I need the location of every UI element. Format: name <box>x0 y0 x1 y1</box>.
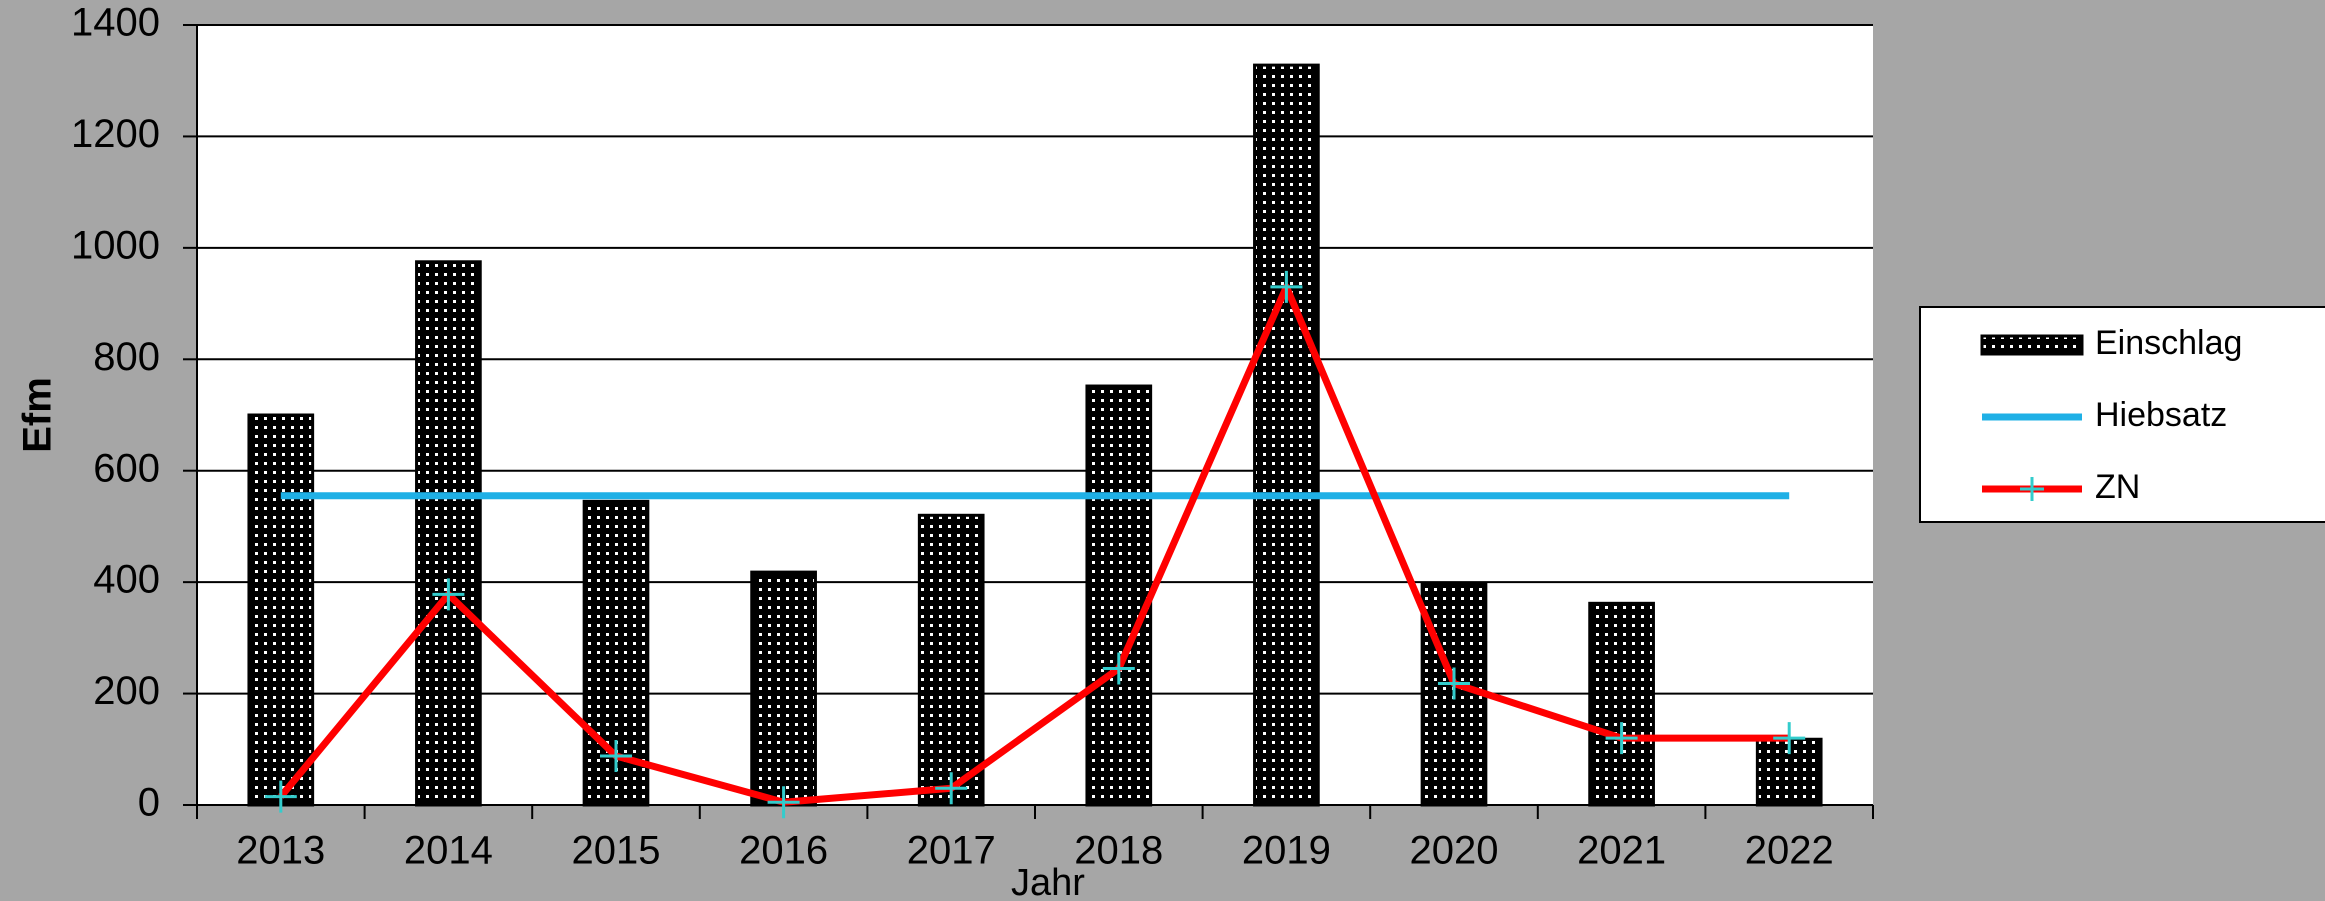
line-series <box>278 283 1790 806</box>
y-tick-label: 800 <box>93 335 160 379</box>
bar <box>917 513 985 807</box>
x-tick-label: 2022 <box>1745 829 1834 873</box>
x-tick-label: 2015 <box>572 829 661 873</box>
line-marker <box>600 739 632 772</box>
x-axis-label: Jahr <box>1011 862 1085 901</box>
line-marker <box>1773 722 1806 755</box>
legend-label: ZN <box>2095 468 2140 506</box>
x-tick-label: 2016 <box>739 829 828 873</box>
y-tick-label: 400 <box>93 558 160 602</box>
bar <box>1588 601 1655 807</box>
line-marker <box>432 578 465 611</box>
bar <box>247 413 315 807</box>
legend-swatch <box>1980 334 2084 356</box>
x-tick-label: 2018 <box>1074 829 1163 873</box>
x-tick-label: 2020 <box>1410 829 1499 873</box>
x-tick-label: 2013 <box>236 829 325 873</box>
line-marker <box>935 772 968 805</box>
x-tick-label: 2021 <box>1577 829 1666 873</box>
y-tick-label: 1400 <box>71 1 160 45</box>
line-marker <box>1102 652 1135 685</box>
line-marker <box>767 786 800 819</box>
line-marker <box>1438 667 1470 700</box>
x-tick-label: 2019 <box>1242 829 1331 873</box>
legend-label: Hiebsatz <box>2095 396 2227 434</box>
legend-label: Einschlag <box>2095 324 2242 362</box>
bar <box>1253 63 1320 807</box>
legend-marker <box>2020 477 2044 501</box>
line-marker <box>264 780 297 813</box>
y-tick-label: 1200 <box>71 112 160 156</box>
y-tick-label: 200 <box>93 669 160 713</box>
line-marker <box>1270 270 1303 303</box>
line-marker <box>1605 722 1638 755</box>
y-axis-label: Efm <box>16 377 60 453</box>
bar <box>1085 384 1153 807</box>
x-tick-label: 2017 <box>907 829 996 873</box>
bar <box>415 260 482 807</box>
y-tick-label: 600 <box>93 446 160 490</box>
y-tick-label: 1000 <box>71 223 160 267</box>
bar <box>750 570 817 807</box>
x-tick-label: 2014 <box>404 829 493 873</box>
y-tick-label: 0 <box>138 781 160 825</box>
